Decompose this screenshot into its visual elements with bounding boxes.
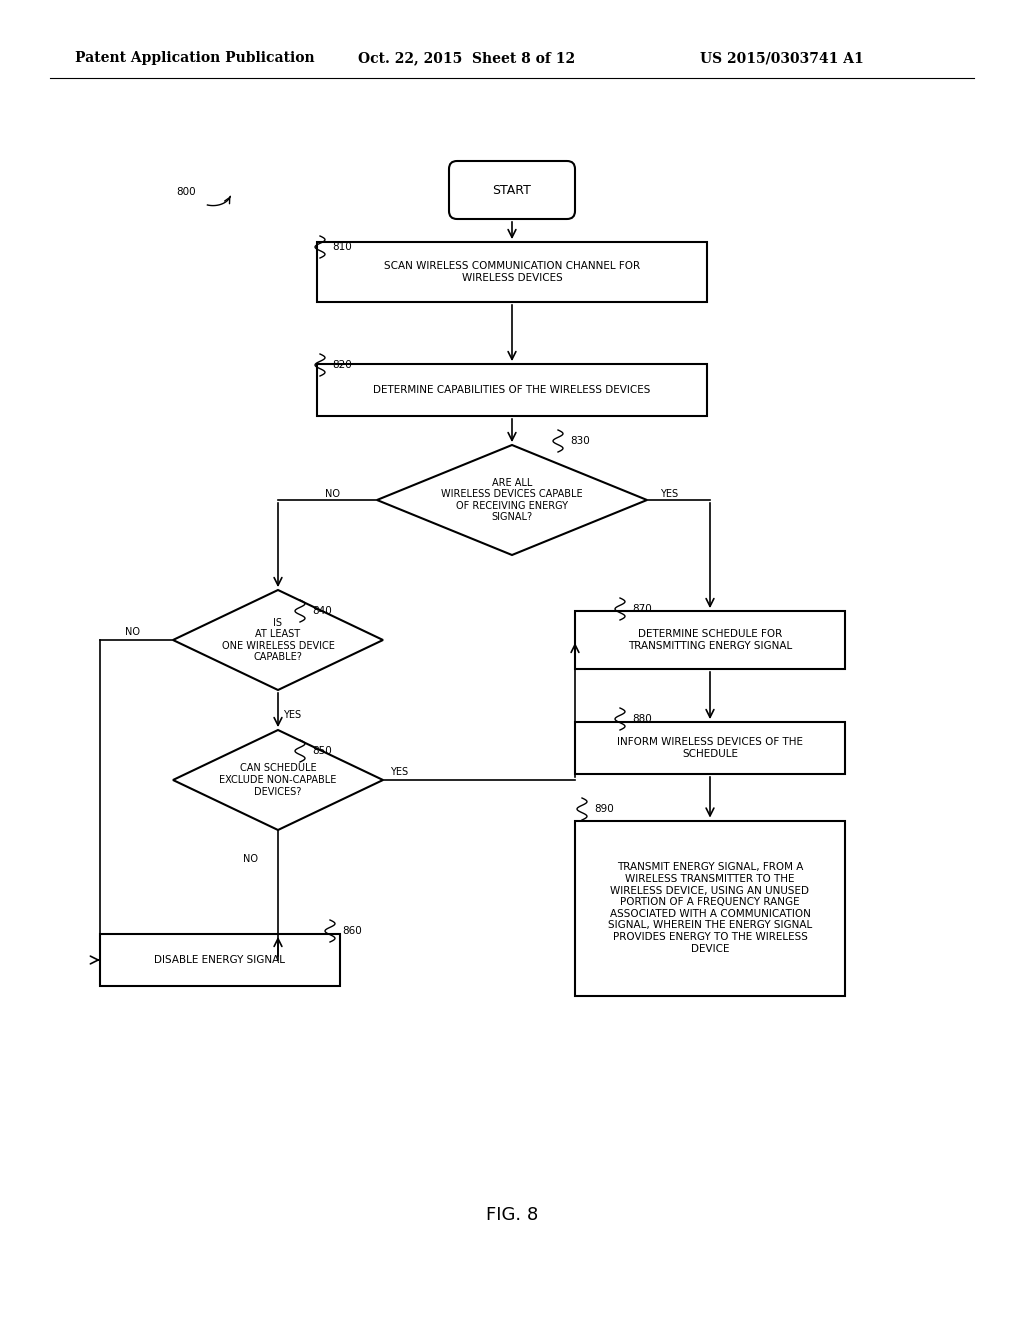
Text: DETERMINE CAPABILITIES OF THE WIRELESS DEVICES: DETERMINE CAPABILITIES OF THE WIRELESS D… <box>374 385 650 395</box>
Text: US 2015/0303741 A1: US 2015/0303741 A1 <box>700 51 864 65</box>
Text: 870: 870 <box>632 605 651 614</box>
Bar <box>317 364 707 416</box>
Text: ARE ALL
WIRELESS DEVICES CAPABLE
OF RECEIVING ENERGY
SIGNAL?: ARE ALL WIRELESS DEVICES CAPABLE OF RECE… <box>441 478 583 523</box>
Text: 810: 810 <box>332 242 352 252</box>
Text: Patent Application Publication: Patent Application Publication <box>75 51 314 65</box>
Text: YES: YES <box>390 767 409 777</box>
Text: INFORM WIRELESS DEVICES OF THE
SCHEDULE: INFORM WIRELESS DEVICES OF THE SCHEDULE <box>617 737 803 759</box>
Text: 850: 850 <box>312 746 332 756</box>
Text: Oct. 22, 2015  Sheet 8 of 12: Oct. 22, 2015 Sheet 8 of 12 <box>358 51 575 65</box>
Bar <box>317 242 707 302</box>
Text: 880: 880 <box>632 714 651 723</box>
Text: DISABLE ENERGY SIGNAL: DISABLE ENERGY SIGNAL <box>155 954 286 965</box>
Text: DETERMINE SCHEDULE FOR
TRANSMITTING ENERGY SIGNAL: DETERMINE SCHEDULE FOR TRANSMITTING ENER… <box>628 630 793 651</box>
Text: 840: 840 <box>312 606 332 616</box>
Bar <box>575 821 845 995</box>
Text: YES: YES <box>660 488 678 499</box>
Text: CAN SCHEDULE
EXCLUDE NON-CAPABLE
DEVICES?: CAN SCHEDULE EXCLUDE NON-CAPABLE DEVICES… <box>219 763 337 796</box>
Text: TRANSMIT ENERGY SIGNAL, FROM A
WIRELESS TRANSMITTER TO THE
WIRELESS DEVICE, USIN: TRANSMIT ENERGY SIGNAL, FROM A WIRELESS … <box>608 862 812 953</box>
Bar <box>100 935 340 986</box>
Text: NO: NO <box>325 488 340 499</box>
Bar <box>575 722 845 774</box>
Text: 890: 890 <box>594 804 613 814</box>
Text: IS
AT LEAST
ONE WIRELESS DEVICE
CAPABLE?: IS AT LEAST ONE WIRELESS DEVICE CAPABLE? <box>221 618 335 663</box>
Text: NO: NO <box>243 854 258 865</box>
Text: START: START <box>493 183 531 197</box>
Text: 820: 820 <box>332 360 352 370</box>
Text: YES: YES <box>283 710 301 719</box>
Text: NO: NO <box>125 627 140 638</box>
Text: FIG. 8: FIG. 8 <box>485 1206 539 1224</box>
Bar <box>575 611 845 669</box>
Text: 800: 800 <box>176 187 196 197</box>
Text: SCAN WIRELESS COMMUNICATION CHANNEL FOR
WIRELESS DEVICES: SCAN WIRELESS COMMUNICATION CHANNEL FOR … <box>384 261 640 282</box>
Text: 830: 830 <box>570 436 590 446</box>
Text: 860: 860 <box>342 927 361 936</box>
